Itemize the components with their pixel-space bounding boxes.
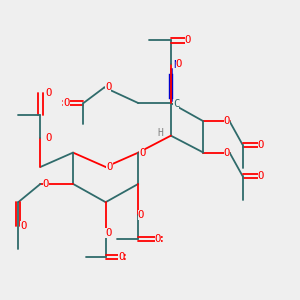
Text: O: O xyxy=(224,116,230,126)
Text: O: O xyxy=(139,148,145,158)
Text: O: O xyxy=(224,148,230,158)
Text: O: O xyxy=(185,35,191,45)
Text: O: O xyxy=(138,210,144,220)
Text: O: O xyxy=(45,88,51,98)
Text: H: H xyxy=(158,128,164,138)
Text: O: O xyxy=(63,98,70,108)
Text: O: O xyxy=(176,59,182,69)
Text: O: O xyxy=(105,229,111,238)
Text: N: N xyxy=(173,60,179,70)
Text: O: O xyxy=(118,252,124,262)
Text: O: O xyxy=(106,162,113,172)
Text: O: O xyxy=(155,234,161,244)
Text: C: C xyxy=(173,99,179,109)
Text: O: O xyxy=(20,221,27,231)
Text: O: O xyxy=(258,140,264,150)
Text: O: O xyxy=(105,82,111,92)
Text: O: O xyxy=(45,133,51,143)
Text: O: O xyxy=(43,179,49,189)
Text: O: O xyxy=(258,171,264,181)
